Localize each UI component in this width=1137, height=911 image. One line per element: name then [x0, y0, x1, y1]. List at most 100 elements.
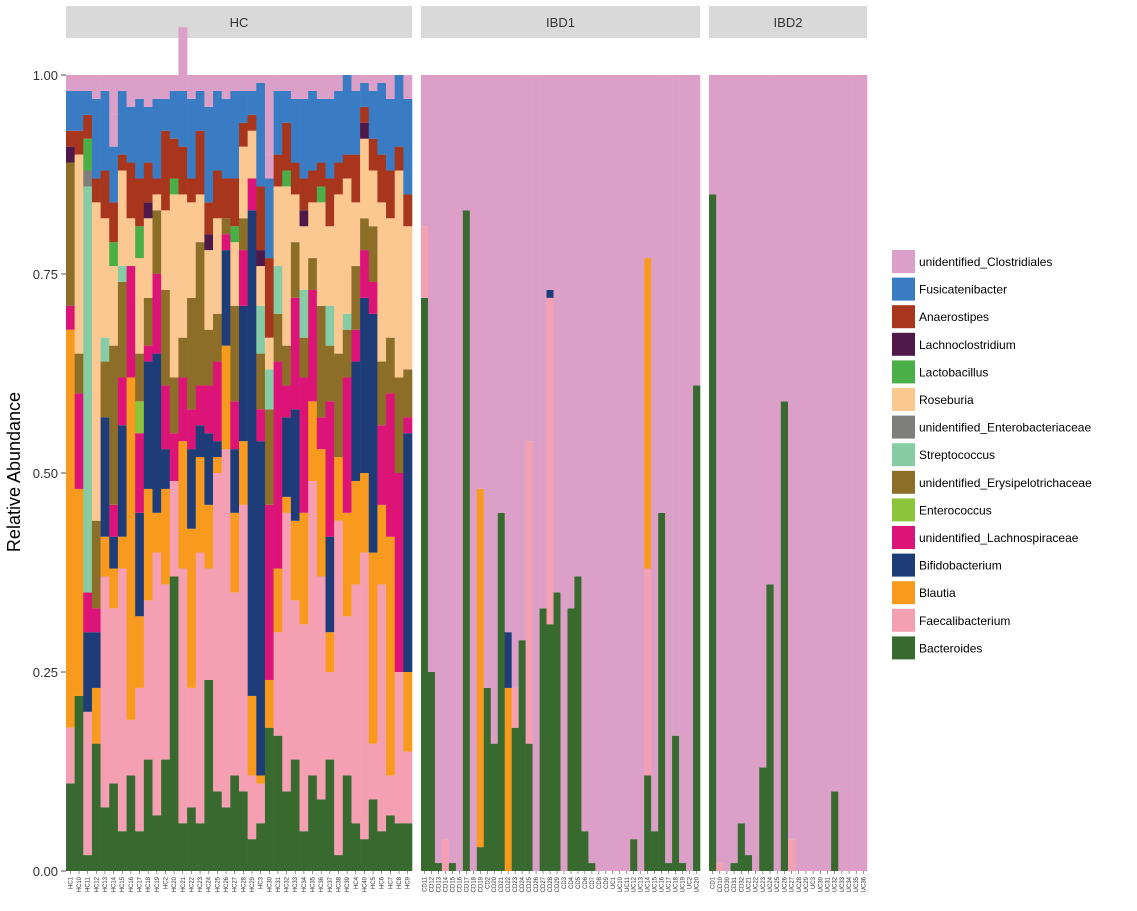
x-tick-label: UC21 — [747, 876, 753, 892]
bar-segment — [693, 385, 701, 871]
x-tick-label: HC17 — [138, 876, 144, 892]
bar-segment — [161, 385, 171, 450]
bar-segment — [239, 504, 248, 792]
bar-segment — [616, 75, 624, 871]
bar-segment — [831, 75, 839, 792]
bar-segment — [581, 831, 589, 871]
bar-segment — [299, 210, 309, 227]
x-tick-label: CD22 — [506, 876, 512, 892]
x-tick-label: CD7 — [590, 876, 596, 889]
bar-segment — [427, 75, 436, 672]
bar-segment — [247, 75, 257, 91]
bar-segment — [290, 162, 300, 195]
bar-segment — [394, 146, 404, 171]
x-tick-label: CD17 — [464, 876, 470, 892]
bar-segment — [476, 488, 485, 848]
bar-segment — [143, 345, 153, 362]
x-tick-label: UC28 — [797, 876, 803, 892]
bar-segment — [126, 218, 136, 267]
bar-segment — [403, 98, 413, 195]
bar-segment — [737, 823, 746, 871]
x-tick-label: UC31 — [826, 876, 832, 892]
bar-segment — [117, 831, 127, 871]
bar-segment — [143, 488, 153, 601]
bar-segment — [290, 759, 300, 871]
bar-segment — [308, 289, 318, 402]
bar-segment — [117, 425, 127, 537]
bar-segment — [264, 679, 274, 728]
bar-segment — [490, 75, 499, 744]
bar-segment — [273, 75, 283, 91]
bar-segment — [351, 202, 361, 267]
bar-segment — [744, 855, 753, 871]
bar-segment — [588, 75, 596, 864]
legend-key — [892, 636, 915, 660]
bar-segment — [204, 202, 214, 235]
bar-segment — [351, 90, 361, 155]
bar-segment — [230, 512, 240, 593]
x-tick-label: CD21 — [499, 876, 505, 892]
x-tick-label: HC15 — [120, 876, 126, 892]
x-tick-label: CD10 — [718, 876, 724, 892]
bar-segment — [360, 250, 370, 298]
bar-segment — [152, 98, 162, 179]
bar-segment — [308, 75, 318, 91]
bar-segment — [126, 266, 136, 378]
bar-segment — [316, 202, 326, 306]
bar-segment — [342, 75, 352, 155]
bar-segment — [83, 711, 93, 856]
x-tick-label: HC12 — [94, 876, 100, 892]
legend-label: unidentified_Clostridiales — [919, 255, 1052, 269]
bar-segment — [195, 385, 205, 426]
bar-segment — [143, 361, 153, 489]
legend-key — [892, 360, 915, 384]
bar-segment — [169, 194, 179, 378]
legend-key — [892, 553, 915, 577]
bar-segment — [845, 75, 853, 871]
bar-segment — [511, 687, 519, 728]
bar-segment — [273, 90, 283, 155]
bar-segment — [394, 170, 404, 378]
x-tick-label: CD13 — [436, 876, 442, 892]
legend-key — [892, 277, 915, 301]
bar-segment — [178, 146, 188, 195]
bar-segment — [66, 130, 75, 147]
bar-segment — [100, 417, 110, 537]
bar-segment — [434, 75, 443, 864]
bar-segment — [161, 584, 171, 760]
bar-segment — [169, 433, 179, 481]
x-tick-label: HC29 — [250, 876, 256, 892]
x-tick-label: HC25 — [215, 876, 221, 892]
bar-segment — [290, 194, 300, 243]
bar-segment — [299, 377, 309, 513]
bar-segment — [152, 75, 162, 99]
bar-segment — [766, 75, 774, 585]
bar-segment — [325, 75, 335, 99]
bar-segment — [213, 473, 222, 792]
bar-segment — [273, 568, 283, 633]
bar-segment — [91, 98, 101, 179]
bar-segment — [546, 75, 554, 290]
bar-segment — [187, 687, 197, 808]
x-tick-label: UC14 — [646, 876, 652, 892]
bar-segment — [135, 433, 145, 513]
bar-segment — [195, 457, 205, 553]
bar-segment — [325, 98, 335, 179]
bar-segment — [342, 154, 352, 179]
bar-segment — [109, 536, 119, 569]
bar-segment — [109, 504, 119, 537]
bar-segment — [83, 114, 93, 139]
bar-segment — [299, 337, 309, 378]
bar-segment — [221, 449, 231, 808]
legend-label: Faecalibacterium — [919, 614, 1010, 628]
bar-segment — [693, 75, 701, 386]
bar-segment — [91, 75, 101, 99]
x-tick-label: UC27 — [790, 876, 796, 892]
bar-segment — [448, 75, 457, 864]
x-tick-label: CD16 — [457, 876, 463, 892]
bar-segment — [74, 488, 84, 696]
x-tick-label: HC22 — [189, 876, 195, 892]
panel-bars: HC1 HC10 HC11 HC12 HC13 HC14 HC15 HC16 HC17 HC18 H… — [66, 27, 413, 892]
bar-segment — [730, 75, 739, 864]
bar-segment — [143, 218, 153, 298]
